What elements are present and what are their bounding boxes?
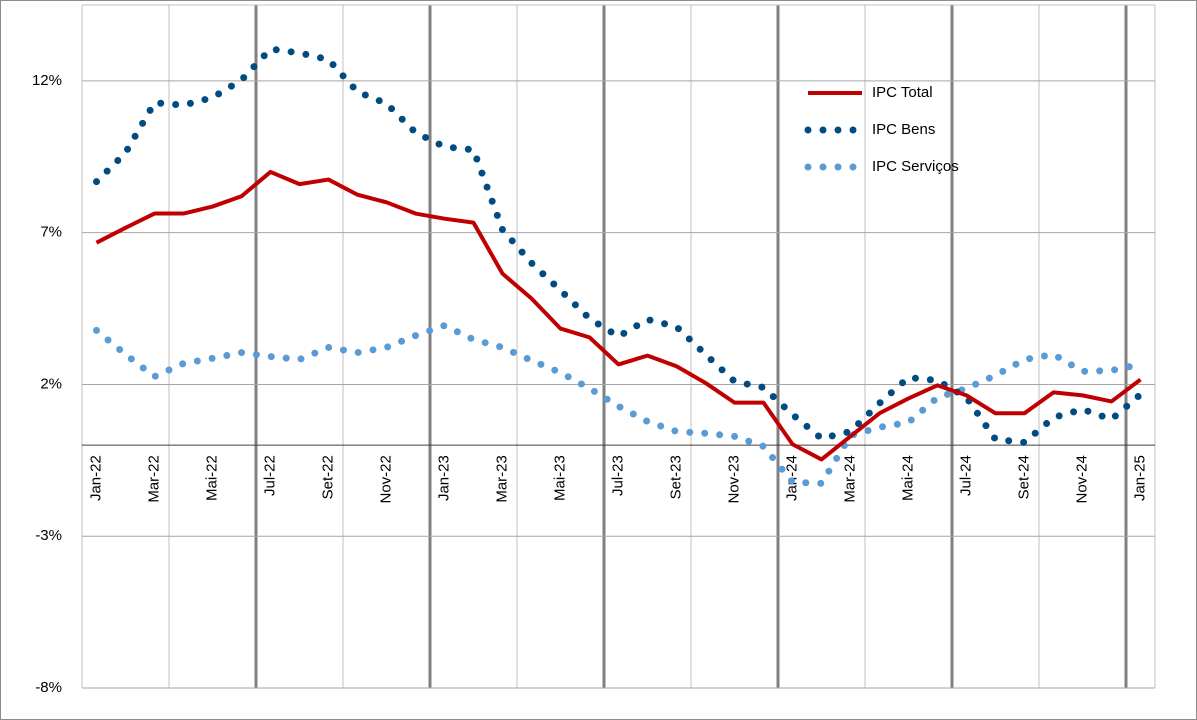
- x-tick-label: Nov-24: [1073, 455, 1090, 503]
- x-tick-label: Jul-24: [957, 455, 974, 496]
- x-tick-label: Mar-23: [493, 455, 510, 503]
- x-tick-label: Jul-23: [609, 455, 626, 496]
- y-tick-label: -3%: [35, 527, 62, 544]
- x-tick-label: Set-22: [319, 455, 336, 499]
- y-tick-label: 7%: [40, 224, 62, 241]
- x-tick-label: Mai-22: [203, 455, 220, 501]
- x-tick-label: Jan-25: [1131, 455, 1148, 501]
- x-tick-label: Jul-22: [261, 455, 278, 496]
- x-tick-label: Set-23: [667, 455, 684, 499]
- series-line: [95, 169, 1142, 462]
- x-tick-label: Nov-22: [377, 455, 394, 503]
- x-tick-label: Set-24: [1015, 455, 1032, 499]
- legend-label: IPC Serviços: [872, 158, 959, 175]
- x-tick-label: Mai-24: [899, 455, 916, 501]
- x-tick-label: Mai-23: [551, 455, 568, 501]
- x-tick-label: Jan-23: [435, 455, 452, 501]
- legend-label: IPC Bens: [872, 121, 935, 138]
- legend-label: IPC Total: [872, 84, 933, 101]
- y-tick-label: 12%: [32, 72, 62, 89]
- y-tick-label: 2%: [40, 375, 62, 392]
- x-tick-label: Nov-23: [725, 455, 742, 503]
- x-tick-label: Mar-22: [145, 455, 162, 503]
- x-tick-label: Mar-24: [841, 455, 858, 503]
- series-line: [93, 321, 1144, 487]
- x-tick-label: Jan-22: [87, 455, 104, 501]
- y-tick-label: -8%: [35, 679, 62, 696]
